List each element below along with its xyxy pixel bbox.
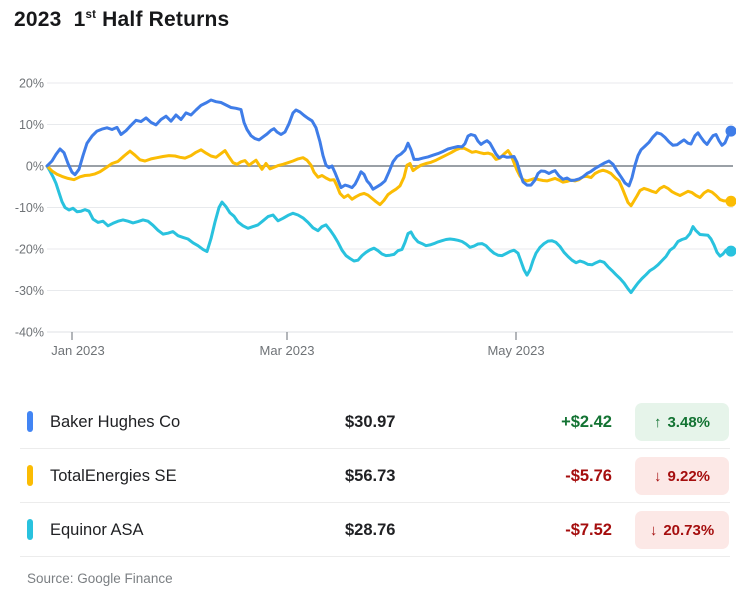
x-axis-tick-label: Jan 2023	[51, 343, 105, 358]
series-end-dot-totalenergies-se	[725, 195, 736, 207]
price-change: -$7.52	[565, 521, 612, 539]
title-prefix: 2023 1	[14, 8, 86, 31]
arrow-down-icon: ↓	[649, 521, 658, 539]
title-ordinal-suffix: st	[85, 9, 97, 21]
series-line-baker-hughes-co	[45, 98, 733, 191]
y-axis-tick-label: -20%	[15, 243, 44, 257]
percent-change-badge: ↑ 3.48%	[635, 403, 729, 441]
percent-change-value: 20.73%	[663, 521, 715, 539]
company-name: TotalEnergies SE	[50, 467, 177, 485]
stock-price: $28.76	[345, 521, 396, 539]
series-color-chip	[27, 411, 33, 432]
x-axis-tick-label: Mar 2023	[260, 343, 315, 358]
series-line-totalenergies-se	[45, 146, 733, 208]
price-change: -$5.76	[565, 467, 612, 485]
percent-change-value: 9.22%	[667, 467, 711, 485]
percent-change-badge: ↓ 9.22%	[635, 457, 729, 495]
quote-legend-table: Baker Hughes Co $30.97 +$2.42 ↑ 3.48% Tot…	[0, 395, 736, 557]
arrow-up-icon: ↑	[653, 413, 662, 431]
series-line-equinor-asa	[45, 164, 733, 295]
arrow-down-icon: ↓	[653, 467, 662, 485]
series-end-dot-equinor-asa	[725, 245, 736, 257]
percent-change-badge: ↓ 20.73%	[635, 511, 729, 549]
company-name: Equinor ASA	[50, 521, 144, 539]
company-name: Baker Hughes Co	[50, 413, 181, 431]
x-axis-tick-label: May 2023	[487, 343, 544, 358]
stock-price: $30.97	[345, 413, 396, 431]
series-end-dot-baker-hughes-co	[725, 125, 736, 137]
y-axis-tick-label: -40%	[15, 326, 44, 340]
percent-change-value: 3.48%	[667, 413, 711, 431]
page-title: 2023 1st Half Returns	[14, 8, 229, 32]
series-color-chip	[27, 519, 33, 540]
returns-line-chart: 20% 10% 0% -10% -20% -30% -40% Jan 2023 Mar 2023…	[15, 77, 736, 358]
stock-price: $56.73	[345, 467, 396, 485]
series-color-chip	[27, 465, 33, 486]
y-axis-tick-label: -10%	[15, 201, 44, 215]
y-axis-tick-label: 20%	[19, 77, 44, 91]
price-change: +$2.42	[561, 413, 612, 431]
row-divider	[20, 502, 730, 503]
quote-row-totalenergies[interactable]: TotalEnergies SE $56.73 -$5.76 ↓ 9.22%	[0, 449, 736, 503]
y-axis-tick-label: 0%	[26, 160, 44, 174]
data-source-attribution: Source: Google Finance	[27, 571, 173, 586]
y-axis-tick-label: 10%	[19, 118, 44, 132]
row-divider	[20, 556, 730, 557]
row-divider	[20, 448, 730, 449]
quote-row-baker-hughes[interactable]: Baker Hughes Co $30.97 +$2.42 ↑ 3.48%	[0, 395, 736, 449]
title-rest: Half Returns	[96, 8, 230, 31]
quote-row-equinor[interactable]: Equinor ASA $28.76 -$7.52 ↓ 20.73%	[0, 503, 736, 557]
y-axis-tick-label: -30%	[15, 284, 44, 298]
